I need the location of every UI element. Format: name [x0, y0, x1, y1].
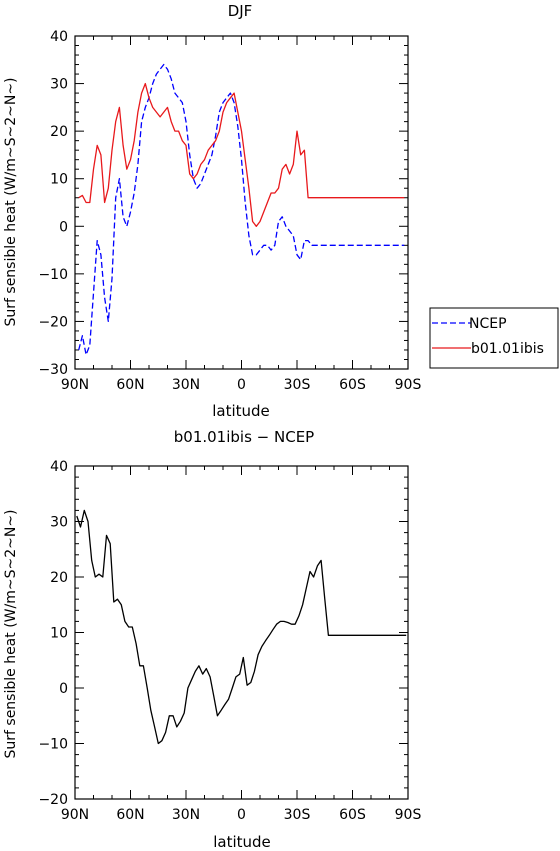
bottom-x-tick-label: 30N — [172, 807, 200, 823]
legend: NCEP b01.01ibis — [429, 307, 559, 369]
top-plot-frame — [74, 35, 409, 370]
top-x-tick-label: 0 — [237, 377, 246, 393]
bottom-plot-frame — [74, 465, 409, 800]
bottom-ticks: 90N 60N 30N 0 30S 60S 90S −20 −10 0 10 20 30 40 — [38, 459, 421, 823]
legend-b01-label: b01.01ibis — [471, 341, 544, 357]
top-y-tick-label: 30 — [50, 77, 68, 93]
top-x-tick-label: 30S — [284, 377, 311, 393]
bottom-y-tick-label: 40 — [50, 459, 68, 475]
bottom-series-line-0 — [76, 509, 407, 745]
bottom-series-group — [76, 509, 407, 745]
bottom-x-tick-label: 60S — [339, 807, 366, 823]
bottom-y-tick-label: −10 — [38, 737, 68, 753]
top-y-tick-label: −30 — [38, 362, 68, 378]
bottom-y-tick-label: −20 — [38, 792, 68, 808]
bottom-x-tick-label: 60N — [116, 807, 144, 823]
bottom-y-tick-label: 30 — [50, 515, 68, 531]
top-ticks: 90N 60N 30N 0 30S 60S 90S −30 −20 −10 0 10 20 30 40 — [38, 29, 421, 393]
legend-ncep-label: NCEP — [469, 316, 507, 332]
top-x-tick-label: 60N — [116, 377, 144, 393]
bottom-y-tick-label: 20 — [50, 570, 68, 586]
top-y-tick-label: −20 — [38, 314, 68, 330]
top-chart-panel: DJF 90N 60N 30N 0 30S 60S 90S −30 −20 −10 0 10 20 30 4… — [3, 2, 559, 420]
bottom-x-tick-label: 90N — [61, 807, 89, 823]
bottom-chart-panel: b01.01ibis − NCEP 90N 60N 30N 0 30S 60S 90S −20… — [3, 428, 421, 851]
bottom-x-tick-label: 0 — [237, 807, 246, 823]
top-x-tick-label: 60S — [339, 377, 366, 393]
top-series-line-ncep — [78, 63, 405, 356]
top-y-tick-label: 20 — [50, 124, 68, 140]
top-y-axis-label: Surf sensible heat (W/m~S~2~N~) — [3, 77, 19, 326]
top-x-tick-label: 30N — [172, 377, 200, 393]
top-y-tick-label: −10 — [38, 267, 68, 283]
top-series-group — [78, 63, 405, 356]
top-x-tick-label: 90S — [395, 377, 422, 393]
top-series-line-b01-01ibis — [78, 82, 405, 227]
bottom-x-tick-label: 30S — [284, 807, 311, 823]
top-x-tick-label: 90N — [61, 377, 89, 393]
top-y-tick-label: 10 — [50, 172, 68, 188]
top-y-tick-label: 0 — [59, 219, 68, 235]
bottom-y-axis-label: Surf sensible heat (W/m~S~2~N~) — [3, 509, 19, 758]
top-x-axis-label: latitude — [212, 402, 270, 420]
bottom-x-axis-label: latitude — [213, 833, 271, 851]
top-y-tick-label: 40 — [50, 29, 68, 45]
bottom-y-tick-label: 10 — [50, 626, 68, 642]
bottom-y-tick-label: 0 — [59, 681, 68, 697]
top-chart-title: DJF — [228, 2, 253, 20]
legend-box — [429, 307, 559, 369]
bottom-chart-title: b01.01ibis − NCEP — [174, 428, 314, 446]
bottom-x-tick-label: 90S — [395, 807, 422, 823]
